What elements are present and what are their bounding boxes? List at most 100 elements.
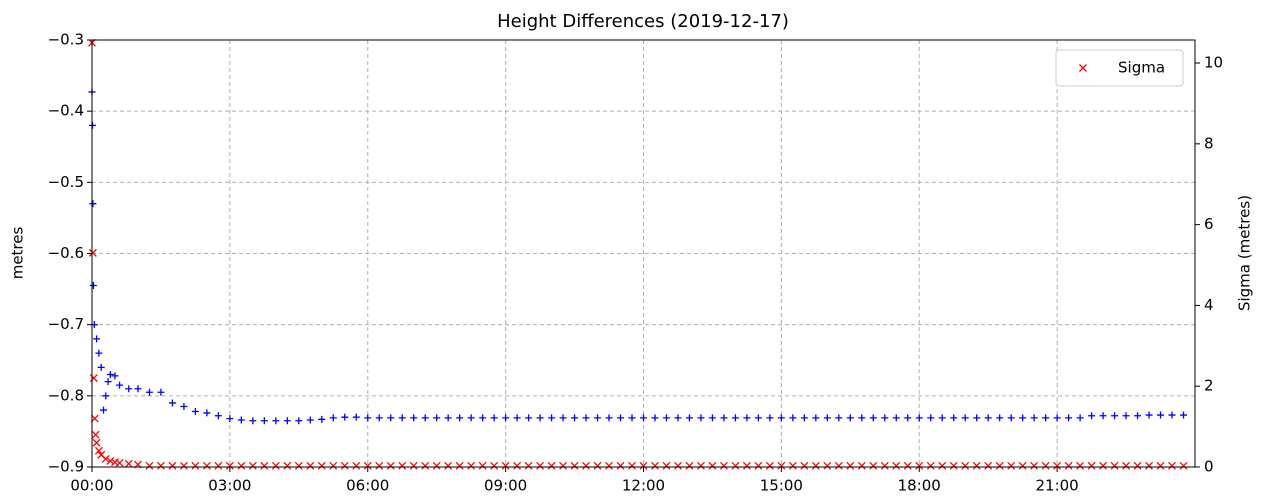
data-point — [1111, 412, 1119, 420]
x-tick-label: 12:00 — [622, 477, 665, 495]
data-point — [777, 414, 785, 422]
data-point — [168, 461, 177, 470]
data-point — [708, 461, 717, 470]
data-point — [1007, 414, 1015, 422]
data-point — [1145, 461, 1153, 470]
y2-axis-label: Sigma (metres) — [1236, 195, 1254, 311]
data-point — [1145, 411, 1153, 419]
data-point — [892, 461, 901, 470]
data-point — [111, 372, 119, 380]
data-point — [846, 461, 855, 470]
data-point — [191, 407, 199, 415]
data-point — [89, 374, 98, 383]
data-point — [106, 456, 115, 465]
data-point — [490, 414, 498, 422]
data-point — [731, 461, 740, 470]
data-point — [352, 413, 360, 421]
data-point — [973, 414, 981, 422]
data-point — [662, 414, 670, 422]
data-point — [115, 459, 124, 467]
data-point — [800, 461, 809, 470]
x-tick-label: 15:00 — [760, 477, 803, 495]
data-point — [915, 461, 924, 470]
data-point — [708, 414, 716, 422]
data-point — [202, 461, 211, 470]
data-point — [984, 414, 992, 422]
data-point — [283, 461, 292, 470]
data-point — [1030, 414, 1038, 422]
data-point — [104, 378, 112, 386]
data-point — [696, 461, 705, 470]
data-point — [156, 461, 165, 470]
data-point — [89, 200, 97, 208]
data-point — [536, 414, 544, 422]
data-point — [1019, 414, 1027, 422]
data-point — [823, 414, 831, 422]
data-point — [938, 461, 947, 470]
data-point — [1018, 461, 1027, 470]
data-point — [697, 414, 705, 422]
data-point — [94, 446, 103, 455]
data-point — [1168, 461, 1176, 470]
data-point — [674, 414, 682, 422]
data-point — [306, 416, 314, 424]
data-point — [524, 461, 533, 470]
data-point — [869, 414, 877, 422]
data-point — [91, 430, 100, 439]
data-point — [1099, 461, 1108, 470]
data-point — [1053, 414, 1061, 422]
data-point — [961, 414, 969, 422]
data-point — [375, 414, 383, 422]
data-point — [869, 461, 878, 470]
data-point — [513, 414, 521, 422]
data-point — [225, 461, 234, 470]
data-point — [559, 461, 568, 470]
data-point — [984, 461, 993, 470]
data-point — [570, 461, 579, 470]
data-point — [125, 385, 133, 393]
data-point — [972, 461, 981, 470]
data-point — [525, 414, 533, 422]
data-point — [904, 414, 912, 422]
data-point — [1133, 461, 1142, 470]
data-point — [214, 461, 223, 470]
data-point — [97, 363, 105, 371]
x-tick-label: 21:00 — [1036, 477, 1079, 495]
data-point — [116, 381, 124, 389]
data-point — [260, 417, 268, 425]
data-point — [640, 414, 647, 422]
data-point — [582, 414, 590, 422]
y-tick-label: −0.4 — [48, 102, 84, 120]
data-point — [124, 459, 133, 468]
y-tick-label: −0.8 — [48, 386, 84, 404]
data-point — [501, 461, 510, 470]
data-point — [1122, 461, 1131, 470]
data-point — [387, 414, 395, 422]
data-point — [720, 414, 728, 422]
data-point — [226, 415, 234, 423]
y-tick-label: −0.7 — [48, 315, 84, 333]
plot-frame — [91, 39, 1196, 468]
data-point — [478, 461, 487, 470]
data-point — [89, 282, 97, 290]
data-point — [398, 461, 407, 470]
data-point — [410, 414, 418, 422]
x-tick-label: 03:00 — [208, 477, 251, 495]
data-point — [559, 414, 567, 422]
data-point — [1076, 461, 1085, 470]
data-point — [364, 414, 372, 422]
legend-box — [1055, 49, 1184, 87]
data-point — [536, 461, 545, 470]
data-point — [605, 461, 613, 470]
data-point — [1180, 411, 1188, 419]
data-point — [329, 461, 338, 470]
data-point — [99, 406, 107, 414]
y2-tick-label: 4 — [1204, 296, 1214, 314]
data-point — [1042, 414, 1050, 422]
data-point — [214, 412, 222, 420]
data-point — [605, 414, 613, 422]
data-point — [754, 414, 762, 422]
data-point — [674, 461, 682, 470]
data-point — [834, 461, 843, 470]
data-point — [455, 461, 464, 470]
